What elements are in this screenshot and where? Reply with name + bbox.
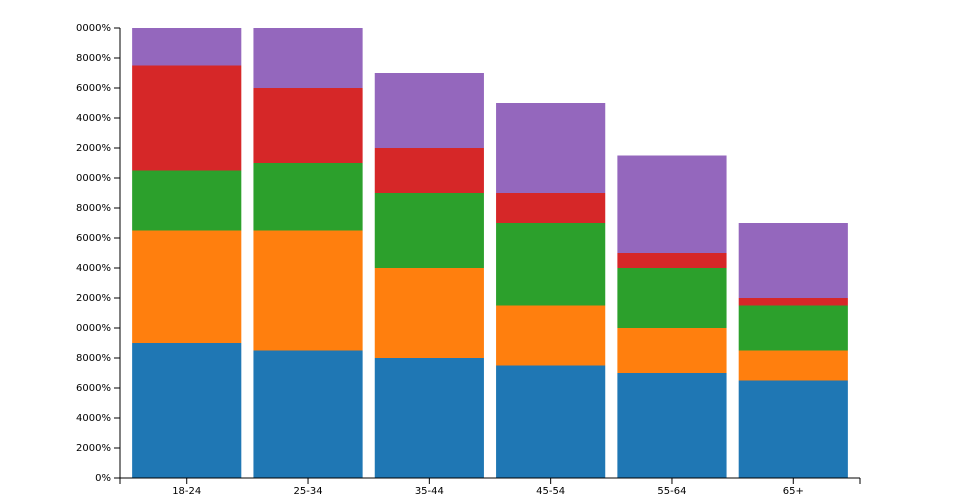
bar-segment	[738, 305, 848, 351]
bar-segment	[253, 350, 363, 478]
bar-segment	[617, 328, 727, 373]
y-tick-label: 0000%	[76, 323, 111, 334]
bar-segment	[374, 148, 484, 193]
bar-segment	[496, 193, 606, 223]
bar-segment	[617, 253, 727, 268]
bar-segment	[374, 73, 484, 148]
y-tick-label: 0000%	[76, 173, 111, 184]
y-tick-label: 4000%	[76, 413, 111, 424]
bar-segment	[738, 380, 848, 478]
bar-segment	[132, 343, 242, 478]
x-tick-label: 65+	[783, 486, 804, 497]
y-tick-label: 6000%	[76, 83, 111, 94]
bar-segment	[738, 350, 848, 381]
bar-segment	[253, 88, 363, 163]
bar-segment	[132, 65, 242, 171]
bar-segment	[617, 373, 727, 478]
bar-segment	[738, 223, 848, 298]
y-tick-label: 6000%	[76, 233, 111, 244]
bar-segment	[496, 365, 606, 478]
bar-segment	[617, 155, 727, 253]
bar-segment	[374, 268, 484, 358]
bar-segment	[617, 268, 727, 328]
y-tick-label: 0000%	[76, 23, 111, 34]
y-tick-label: 6000%	[76, 383, 111, 394]
bar-segment	[496, 103, 606, 193]
bar-segment	[496, 305, 606, 366]
y-tick-label: 8000%	[76, 203, 111, 214]
y-tick-label: 2000%	[76, 443, 111, 454]
bar-segment	[132, 28, 242, 66]
bar-segment	[132, 170, 242, 231]
bar-segment	[496, 223, 606, 306]
y-tick-label: 2000%	[76, 293, 111, 304]
bar-segment	[374, 193, 484, 268]
y-tick-label: 0%	[95, 473, 111, 484]
y-tick-label: 2000%	[76, 143, 111, 154]
y-tick-label: 4000%	[76, 263, 111, 274]
bar-segment	[253, 28, 363, 88]
y-tick-label: 8000%	[76, 53, 111, 64]
y-tick-label: 4000%	[76, 113, 111, 124]
bar-segment	[374, 358, 484, 478]
bar-segment	[253, 230, 363, 351]
y-tick-label: 8000%	[76, 353, 111, 364]
x-tick-label: 18-24	[172, 486, 201, 497]
x-tick-label: 25-34	[294, 486, 323, 497]
bar-segment	[738, 298, 848, 306]
x-tick-label: 35-44	[415, 486, 444, 497]
bar-segment	[253, 163, 363, 231]
x-tick-label: 55-64	[657, 486, 686, 497]
x-tick-label: 45-54	[536, 486, 565, 497]
bar-segment	[132, 230, 242, 343]
